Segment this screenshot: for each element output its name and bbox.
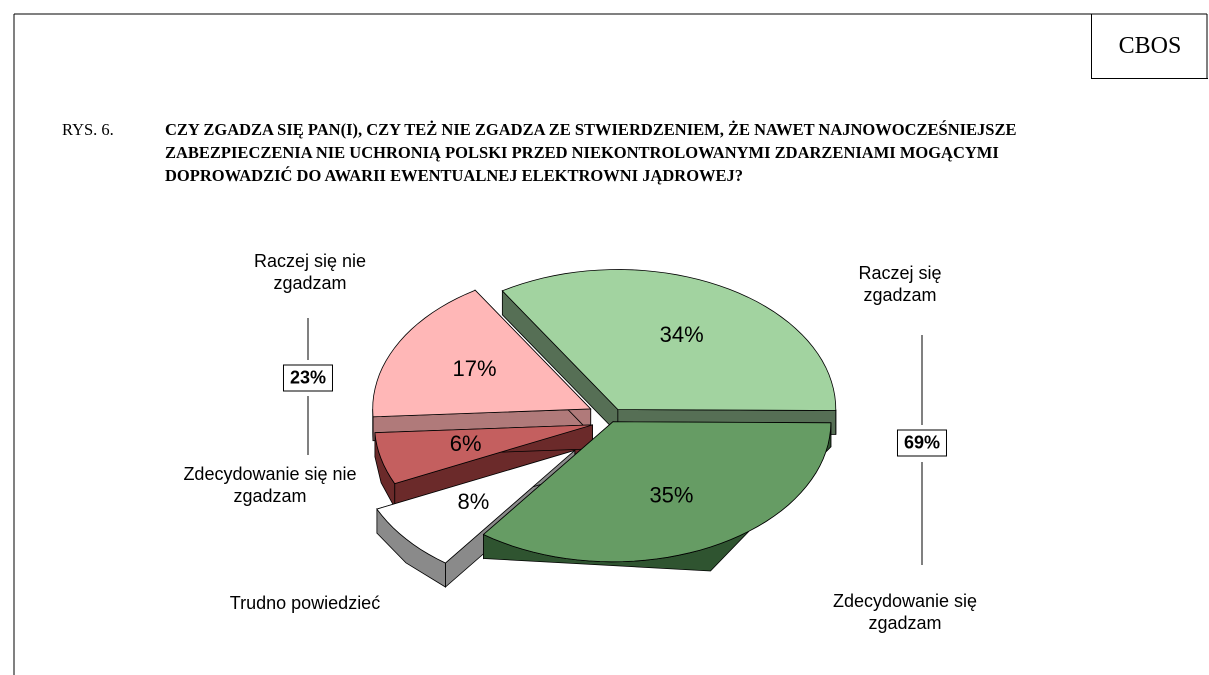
slice [376, 449, 576, 564]
title: CZY ZGADZA SIĘ PAN(I), CZY TEŻ NIE ZGADZ… [165, 120, 1017, 185]
category-label: Zdecydowanie się zgadzam [832, 591, 978, 633]
category-label: Trudno powiedzieć [229, 593, 381, 613]
category-label: Zdecydowanie się nie zgadzam [183, 464, 357, 506]
source: CBOS [1091, 14, 1208, 79]
value-label: 34% [660, 322, 704, 347]
value-label: 6% [450, 431, 482, 456]
value-label: 8% [458, 489, 490, 514]
slice [372, 289, 592, 418]
slice [374, 424, 593, 485]
figure-label: RYS. 6. [62, 120, 114, 139]
value-label: 17% [453, 356, 497, 381]
category-label: Raczej się zgadzam [858, 263, 942, 305]
group-total: 23% [282, 364, 334, 392]
slice [482, 421, 832, 563]
category-label: Raczej się nie zgadzam [253, 251, 367, 293]
slice [501, 269, 837, 411]
value-label: 35% [649, 483, 693, 508]
group-total: 69% [896, 429, 948, 457]
